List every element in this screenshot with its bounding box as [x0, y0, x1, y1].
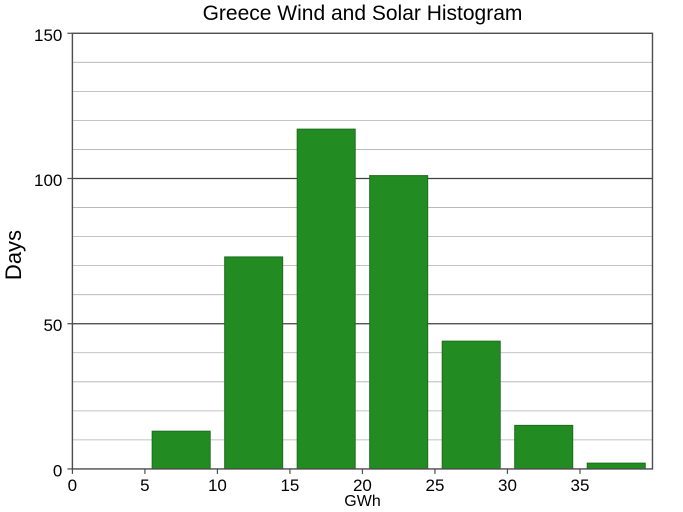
svg-text:30: 30 [498, 476, 517, 495]
svg-text:25: 25 [425, 476, 444, 495]
svg-text:5: 5 [140, 476, 149, 495]
svg-text:20: 20 [353, 476, 372, 495]
svg-text:35: 35 [571, 476, 590, 495]
svg-text:10: 10 [208, 476, 227, 495]
svg-text:100: 100 [34, 171, 62, 190]
svg-text:0: 0 [53, 461, 62, 480]
svg-text:150: 150 [34, 26, 62, 45]
svg-text:50: 50 [43, 316, 62, 335]
svg-text:0: 0 [68, 476, 77, 495]
svg-text:15: 15 [280, 476, 299, 495]
